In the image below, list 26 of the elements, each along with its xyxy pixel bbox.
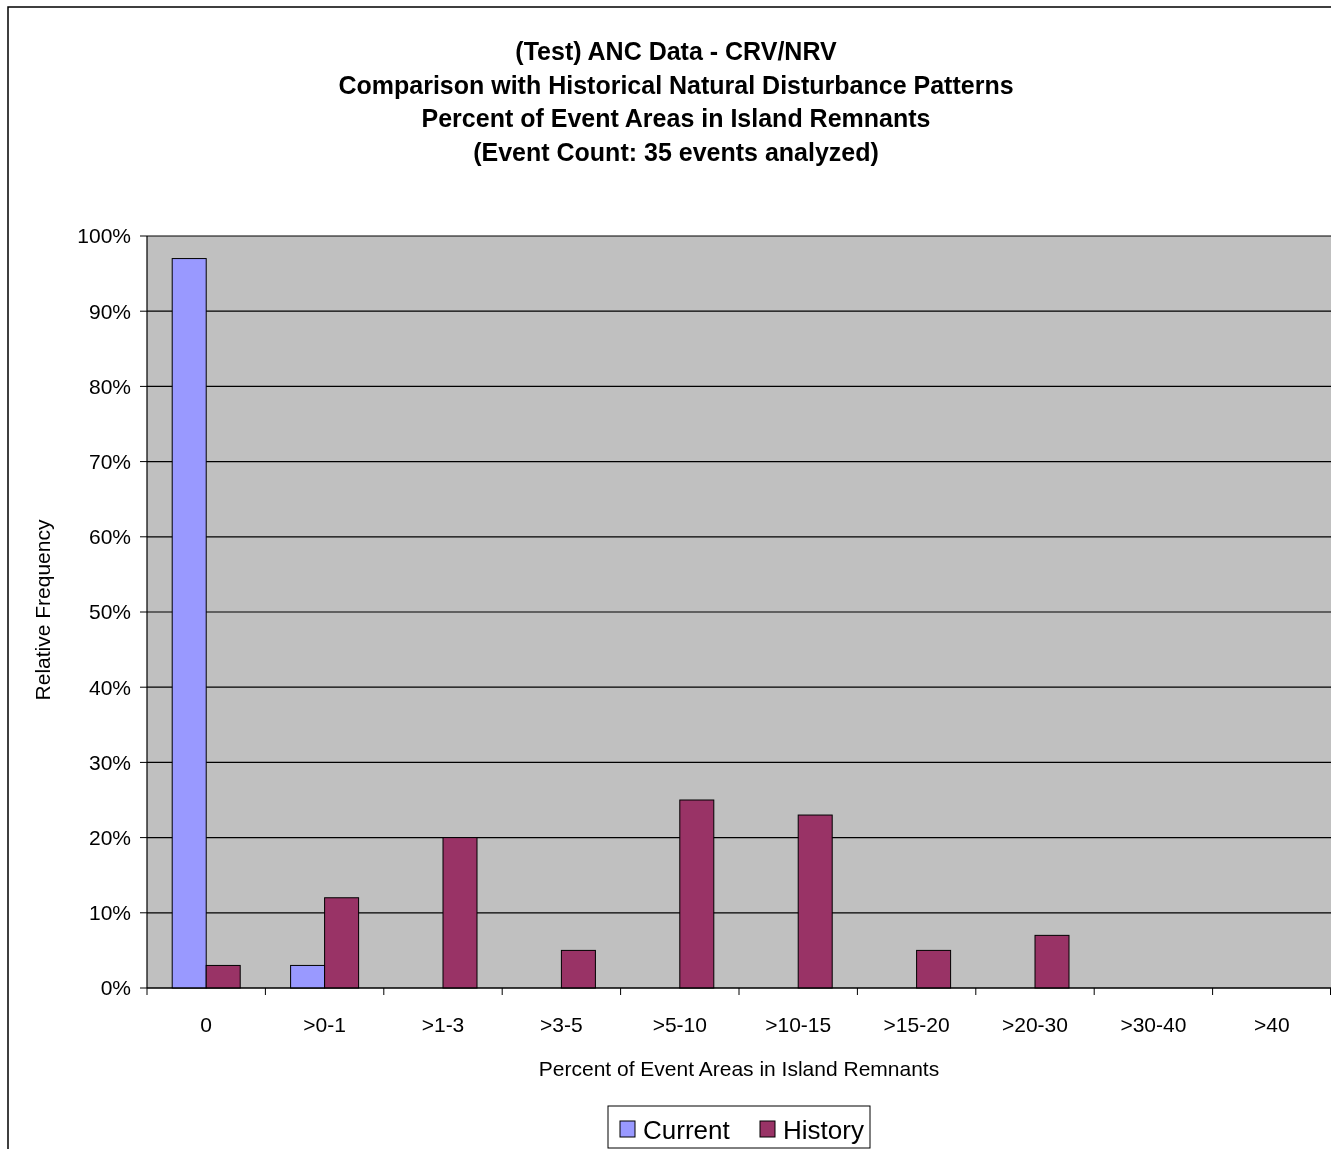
legend-label: Current xyxy=(643,1115,731,1145)
x-tick-label: >1-3 xyxy=(421,1013,465,1036)
x-tick-label: >30-40 xyxy=(1120,1013,1187,1036)
chart-title: (Test) ANC Data - CRV/NRV Comparison with Historical Natural Disturbance Patterns Percent of Event Areas in Island Remnants (Event Count: 35 events analyzed) xyxy=(338,37,1014,166)
y-tick-label: 80% xyxy=(88,374,131,398)
y-tick-label: 40% xyxy=(88,675,131,699)
x-axis-title: Percent of Event Areas in Island Remnants xyxy=(538,1057,940,1080)
y-tick-label: 100% xyxy=(77,224,131,248)
y-tick-label: 30% xyxy=(88,750,131,774)
x-tick-label: >0-1 xyxy=(303,1013,346,1036)
y-tick-label: 50% xyxy=(88,600,131,624)
y-tick-label: 60% xyxy=(88,525,131,549)
legend-label: History xyxy=(783,1115,864,1145)
y-tick-label: 20% xyxy=(88,825,131,849)
x-tick-label: >15-20 xyxy=(883,1013,950,1036)
y-tick-label: 70% xyxy=(88,449,131,473)
x-tick-label: >5-10 xyxy=(652,1013,707,1036)
x-tick-label: >20-30 xyxy=(1002,1013,1068,1036)
x-tick-label: 0 xyxy=(200,1013,213,1036)
y-tick-label: 0% xyxy=(100,976,131,1000)
x-tick-label: >3-5 xyxy=(540,1013,583,1036)
x-tick-label: >10-15 xyxy=(765,1013,832,1036)
y-axis-title: Relative Frequency xyxy=(31,519,54,701)
y-tick-label: 90% xyxy=(88,299,131,323)
y-tick-label: 10% xyxy=(88,901,131,925)
x-tick-label: >40 xyxy=(1253,1013,1290,1036)
